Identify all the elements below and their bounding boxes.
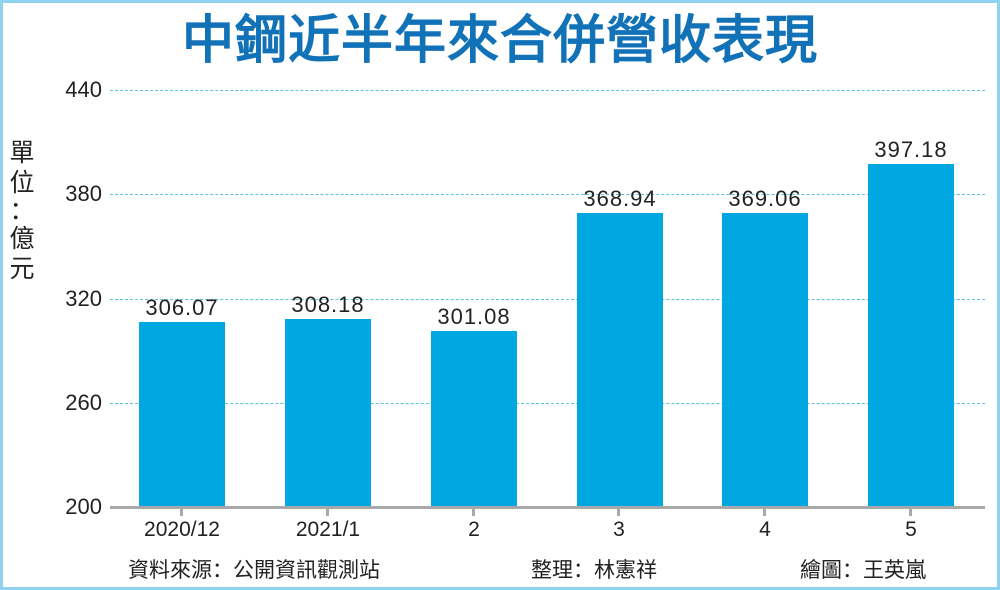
gridline (110, 299, 985, 300)
x-tick-mark (909, 509, 912, 516)
unit-char: 單 (9, 138, 35, 167)
x-tick-label: 2020/12 (144, 518, 220, 541)
artist-credit: 繪圖：王英嵐 (800, 558, 926, 582)
bar-2021-1 (285, 319, 371, 507)
editor-credit: 整理：林憲祥 (531, 558, 657, 582)
x-tick-label: 4 (759, 518, 771, 541)
y-tick-label: 260 (65, 390, 102, 415)
bar-5 (868, 164, 954, 507)
unit-char: 億 (9, 224, 35, 253)
x-tick-label: 5 (905, 518, 917, 541)
bar-2020-12 (139, 322, 225, 507)
y-tick-label: 200 (65, 494, 102, 519)
y-tick-label: 440 (65, 77, 102, 102)
gridline (110, 403, 985, 404)
x-tick-mark (180, 509, 183, 516)
x-axis-line (110, 506, 985, 509)
x-tick-mark (763, 509, 766, 516)
value-label: 306.07 (145, 295, 219, 320)
y-tick-label: 380 (65, 181, 102, 206)
source-credit: 資料來源：公開資訊觀測站 (128, 558, 380, 582)
unit-char: 元 (9, 254, 35, 283)
x-tick-label: 2 (468, 518, 480, 541)
chart-title: 中鋼近半年來合併營收表現 (181, 11, 818, 71)
y-axis-unit-label: 單 位 ： 億 元 (9, 138, 35, 284)
x-tick-label: 3 (613, 518, 625, 541)
value-label: 308.18 (291, 292, 365, 317)
bar-2 (431, 331, 517, 507)
x-tick-mark (472, 509, 475, 516)
unit-char: 位 (9, 168, 35, 197)
value-label: 368.94 (583, 186, 657, 211)
unit-char: ： (9, 196, 35, 225)
gridline (110, 90, 985, 91)
bar-3 (577, 213, 663, 507)
x-tick-mark (326, 509, 329, 516)
value-label: 397.18 (874, 137, 948, 162)
x-tick-label: 2021/1 (295, 518, 361, 541)
bar-4 (722, 213, 808, 507)
x-tick-mark (617, 509, 620, 516)
gridline (110, 194, 985, 195)
value-label: 301.08 (437, 304, 511, 329)
value-label: 369.06 (728, 186, 802, 211)
y-tick-label: 320 (65, 286, 102, 311)
